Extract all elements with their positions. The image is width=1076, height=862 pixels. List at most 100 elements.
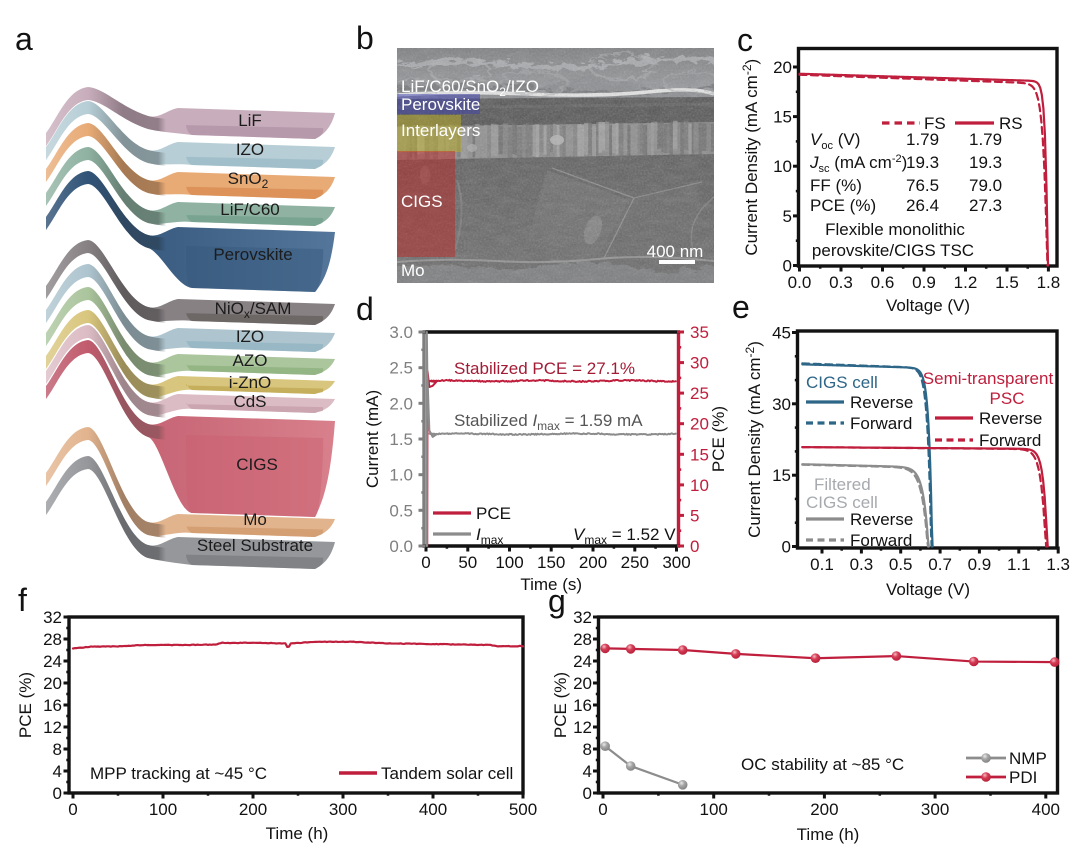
svg-text:300: 300	[662, 553, 690, 572]
svg-text:PCE (%): PCE (%)	[16, 672, 35, 738]
svg-text:50: 50	[458, 553, 477, 572]
svg-text:Imax: Imax	[476, 525, 503, 547]
svg-text:perovskite/CIGS TSC: perovskite/CIGS TSC	[812, 241, 974, 260]
svg-text:Stabilized PCE = 27.1%: Stabilized PCE = 27.1%	[454, 359, 635, 378]
svg-text:PCE (%): PCE (%)	[551, 672, 570, 738]
svg-text:Time (s): Time (s)	[520, 575, 582, 594]
svg-text:20: 20	[43, 674, 62, 693]
svg-text:Tandem solar cell: Tandem solar cell	[381, 764, 513, 783]
svg-text:200: 200	[810, 800, 838, 819]
svg-text:8: 8	[53, 740, 62, 759]
svg-text:0.9: 0.9	[968, 555, 992, 574]
svg-text:Reverse: Reverse	[850, 393, 913, 412]
svg-text:PCE (%): PCE (%)	[709, 406, 728, 472]
svg-text:0: 0	[53, 784, 62, 803]
svg-text:c: c	[737, 22, 753, 58]
svg-text:1.5: 1.5	[995, 273, 1019, 292]
svg-text:0: 0	[690, 537, 699, 556]
svg-text:400: 400	[1032, 800, 1060, 819]
svg-text:30: 30	[772, 395, 791, 414]
svg-text:0.1: 0.1	[810, 555, 834, 574]
svg-text:0.5: 0.5	[389, 501, 413, 520]
svg-text:LiF/C60: LiF/C60	[220, 200, 280, 219]
svg-text:100: 100	[149, 800, 177, 819]
svg-text:500: 500	[509, 800, 537, 819]
svg-text:1.0: 1.0	[389, 466, 413, 485]
svg-text:26.4: 26.4	[906, 196, 939, 215]
svg-text:24: 24	[573, 652, 592, 671]
svg-text:Interlayers: Interlayers	[401, 121, 480, 140]
svg-text:Mo: Mo	[401, 261, 425, 280]
svg-text:Current Density (mA cm-2): Current Density (mA cm-2)	[743, 341, 764, 538]
svg-text:1.1: 1.1	[1007, 555, 1031, 574]
svg-text:15: 15	[772, 466, 791, 485]
svg-text:PCE (%): PCE (%)	[810, 196, 876, 215]
svg-text:Perovskite: Perovskite	[213, 245, 292, 264]
svg-text:79.0: 79.0	[969, 176, 1002, 195]
svg-text:IZO: IZO	[236, 327, 264, 346]
svg-text:Filtered: Filtered	[814, 475, 871, 494]
svg-text:2.0: 2.0	[389, 394, 413, 413]
svg-text:g: g	[548, 583, 566, 619]
svg-text:Reverse: Reverse	[850, 510, 913, 529]
svg-text:0.9: 0.9	[912, 273, 936, 292]
svg-text:CIGS cell: CIGS cell	[806, 493, 878, 512]
svg-text:Time (h): Time (h)	[266, 824, 329, 843]
svg-text:Steel Substrate: Steel Substrate	[197, 536, 313, 555]
svg-text:PCE: PCE	[476, 504, 511, 523]
svg-text:OC stability at ~85 °C: OC stability at ~85 °C	[741, 755, 904, 774]
svg-text:1.3: 1.3	[1046, 555, 1070, 574]
svg-text:Stabilized Imax = 1.59 mA: Stabilized Imax = 1.59 mA	[454, 411, 643, 433]
svg-text:0.0: 0.0	[389, 537, 413, 556]
svg-text:5: 5	[690, 506, 699, 525]
svg-text:PSC: PSC	[990, 389, 1025, 408]
svg-text:2.5: 2.5	[389, 359, 413, 378]
svg-text:0.3: 0.3	[850, 555, 874, 574]
svg-text:19.3: 19.3	[906, 153, 939, 172]
svg-text:Forward: Forward	[850, 414, 912, 433]
svg-text:32: 32	[573, 608, 592, 627]
svg-text:i-ZnO: i-ZnO	[229, 373, 272, 392]
svg-text:100: 100	[700, 800, 728, 819]
svg-text:0.7: 0.7	[928, 555, 952, 574]
svg-text:20: 20	[573, 674, 592, 693]
svg-text:35: 35	[690, 323, 709, 342]
svg-text:0: 0	[598, 800, 607, 819]
svg-text:4: 4	[53, 762, 62, 781]
svg-text:32: 32	[43, 608, 62, 627]
svg-text:76.5: 76.5	[906, 176, 939, 195]
svg-text:Mo: Mo	[243, 510, 267, 529]
svg-text:CdS: CdS	[233, 392, 266, 411]
svg-text:MPP tracking at ~45 °C: MPP tracking at ~45 °C	[90, 764, 267, 783]
svg-text:FS: FS	[924, 114, 946, 133]
svg-text:250: 250	[621, 553, 649, 572]
svg-text:Reverse: Reverse	[979, 409, 1042, 428]
svg-text:150: 150	[537, 553, 565, 572]
svg-text:0: 0	[782, 538, 791, 557]
svg-text:1.79: 1.79	[969, 130, 1002, 149]
svg-text:1.8: 1.8	[1037, 273, 1061, 292]
svg-text:Forward: Forward	[850, 531, 912, 550]
svg-text:Voltage (V): Voltage (V)	[886, 580, 970, 599]
svg-text:19.3: 19.3	[969, 153, 1002, 172]
svg-text:0: 0	[783, 257, 792, 276]
svg-text:15: 15	[690, 445, 709, 464]
svg-text:100: 100	[495, 553, 523, 572]
svg-text:300: 300	[921, 800, 949, 819]
svg-text:27.3: 27.3	[969, 196, 1002, 215]
svg-text:200: 200	[239, 800, 267, 819]
svg-text:AZO: AZO	[233, 351, 268, 370]
svg-text:CIGS: CIGS	[236, 455, 278, 474]
svg-text:NMP: NMP	[1009, 749, 1047, 768]
svg-text:Vmax = 1.52 V: Vmax = 1.52 V	[573, 525, 676, 547]
svg-text:45: 45	[772, 324, 791, 343]
svg-text:SnO2: SnO2	[228, 169, 269, 191]
svg-text:5: 5	[783, 207, 792, 226]
svg-text:16: 16	[573, 696, 592, 715]
svg-text:f: f	[18, 582, 27, 618]
svg-text:NiOx/SAM: NiOx/SAM	[215, 299, 292, 321]
svg-text:0: 0	[68, 800, 77, 819]
svg-text:0: 0	[583, 784, 592, 803]
svg-text:b: b	[356, 20, 374, 56]
svg-text:200: 200	[579, 553, 607, 572]
